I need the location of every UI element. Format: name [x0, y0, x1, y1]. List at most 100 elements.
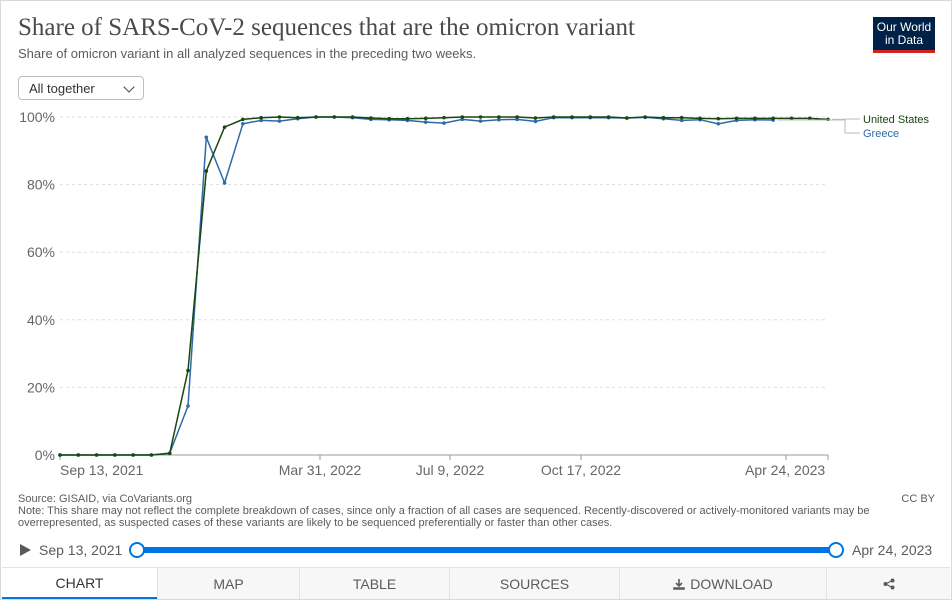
data-point — [387, 116, 391, 121]
data-point — [679, 115, 684, 120]
data-point — [442, 121, 446, 125]
chart-series — [58, 115, 830, 457]
data-point — [734, 116, 739, 121]
legend-connector — [777, 119, 860, 134]
y-tick-label: 100% — [19, 109, 55, 125]
data-point — [369, 116, 373, 120]
x-tick-label: Sep 13, 2021 — [60, 462, 144, 478]
data-point — [533, 119, 538, 124]
data-point — [113, 453, 117, 457]
data-point — [259, 118, 263, 123]
data-point — [716, 116, 721, 121]
data-point — [807, 116, 812, 121]
data-point — [826, 117, 830, 122]
data-point — [204, 135, 209, 140]
data-point — [204, 169, 209, 173]
tab-map[interactable]: MAP — [157, 568, 299, 599]
license-link[interactable]: CC BY — [901, 493, 935, 505]
data-point — [167, 451, 172, 456]
data-point — [606, 115, 611, 119]
y-tick-label: 20% — [27, 379, 55, 395]
data-point — [295, 115, 300, 120]
data-point — [332, 115, 337, 119]
y-tick-label: 80% — [27, 177, 55, 193]
data-point — [661, 115, 666, 120]
data-point — [771, 116, 775, 121]
data-point — [241, 117, 245, 122]
y-tick-label: 40% — [27, 312, 55, 328]
tab-download[interactable]: DOWNLOAD — [619, 568, 826, 599]
timeline-end-handle[interactable] — [828, 542, 844, 558]
tab-chart[interactable]: CHART — [2, 568, 157, 599]
data-point — [643, 115, 647, 119]
data-point — [789, 116, 794, 121]
timeline-end-label: Apr 24, 2023 — [852, 542, 933, 558]
line-chart: 0% 20% 40% 60% 80% 100% Sep 13, 2021 Mar 31, 2… — [19, 109, 930, 478]
data-point — [350, 115, 355, 119]
x-axis: Sep 13, 2021 Mar 31, 2022 Jul 9, 2022 Oct 1… — [59, 454, 829, 478]
data-point — [259, 115, 263, 120]
data-point — [131, 453, 135, 457]
grid-lines — [60, 116, 828, 388]
tab-share[interactable] — [826, 568, 950, 599]
data-point — [277, 119, 282, 123]
data-point — [533, 116, 538, 120]
tab-map-label: MAP — [213, 575, 244, 592]
data-point — [478, 115, 483, 119]
tab-chart-label: CHART — [55, 574, 104, 591]
legend-label: Greece — [863, 128, 899, 140]
data-point — [222, 181, 227, 185]
data-point — [679, 118, 684, 123]
play-icon[interactable] — [20, 544, 31, 556]
data-point — [241, 121, 245, 126]
data-point — [497, 117, 501, 122]
chart-notes: Source: GISAID, via CoVariants.org Note:… — [18, 493, 878, 529]
data-point — [460, 115, 465, 119]
data-point — [58, 453, 62, 457]
timeline-start-label: Sep 13, 2021 — [39, 542, 123, 558]
x-tick-label: Mar 31, 2022 — [279, 462, 362, 478]
y-tick-label: 60% — [27, 244, 55, 260]
data-point — [149, 453, 154, 457]
data-point — [314, 115, 318, 119]
data-point — [423, 120, 428, 124]
data-point — [716, 121, 721, 126]
entity-selector[interactable]: All together — [18, 76, 144, 100]
x-tick-label: Apr 24, 2023 — [745, 462, 825, 478]
timeline-start-handle[interactable] — [129, 542, 145, 558]
chart-legend: United States Greece — [777, 114, 930, 140]
page-subtitle: Share of omicron variant in all analyzed… — [18, 46, 477, 61]
timeline-track[interactable] — [137, 547, 836, 553]
x-tick-label: Oct 17, 2022 — [541, 462, 621, 478]
tab-table-label: TABLE — [352, 575, 397, 592]
data-point — [442, 115, 446, 120]
tab-download-label: DOWNLOAD — [690, 575, 773, 592]
data-point — [588, 115, 593, 119]
series-line-united-states — [60, 116, 829, 456]
data-point — [551, 115, 556, 119]
tab-sources[interactable]: SOURCES — [449, 568, 619, 599]
data-point — [186, 404, 190, 408]
chevron-down-icon — [123, 81, 135, 93]
entity-selector-value: All together — [29, 81, 95, 96]
tab-table[interactable]: TABLE — [299, 568, 449, 599]
data-point — [570, 115, 574, 119]
logo-accent-bar — [873, 50, 935, 53]
page-title: Share of SARS-CoV-2 sequences that are t… — [18, 14, 635, 41]
data-point — [497, 115, 501, 119]
data-point — [515, 115, 519, 119]
data-point — [698, 116, 702, 121]
owid-logo[interactable]: Our World in Data — [873, 17, 935, 53]
data-point — [277, 115, 282, 119]
timeline: Sep 13, 2021 Apr 24, 2023 — [0, 540, 952, 562]
data-point — [94, 453, 99, 457]
tab-bar: CHART MAP TABLE SOURCES DOWNLOAD — [2, 567, 950, 599]
y-axis-ticks: 0% 20% 40% 60% 80% 100% — [19, 109, 55, 463]
logo-line-1: Our World — [876, 20, 932, 34]
data-point — [405, 116, 410, 121]
data-point — [625, 116, 629, 120]
series-line-greece — [60, 116, 774, 456]
data-point — [478, 119, 483, 123]
data-point — [753, 116, 757, 121]
source-text: Source: GISAID, via CoVariants.org — [18, 493, 193, 505]
